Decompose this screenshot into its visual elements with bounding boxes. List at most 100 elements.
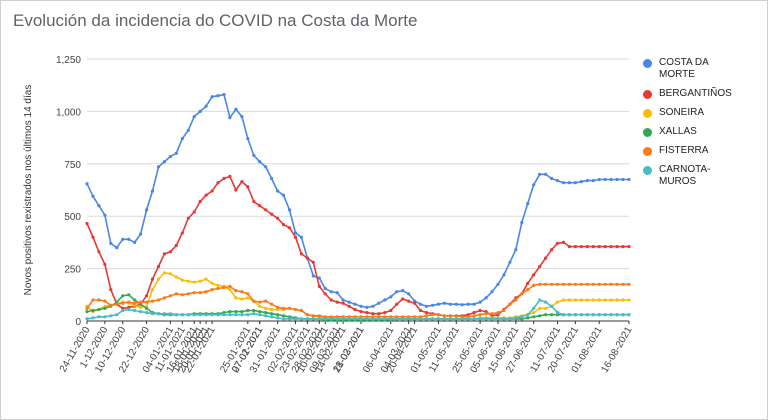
data-point	[216, 286, 220, 291]
data-point	[127, 293, 131, 297]
data-point	[234, 310, 238, 314]
data-point	[186, 279, 190, 283]
data-point	[186, 313, 190, 317]
data-point	[532, 273, 536, 277]
data-point	[335, 317, 339, 321]
data-point	[615, 245, 619, 249]
data-point	[264, 165, 268, 169]
data-point	[234, 289, 238, 293]
data-point	[597, 298, 601, 302]
data-point	[365, 317, 369, 321]
data-point	[210, 95, 214, 99]
data-point	[258, 313, 262, 317]
data-point	[270, 307, 274, 312]
data-point	[591, 282, 595, 286]
data-point	[85, 306, 89, 310]
data-point	[621, 177, 625, 182]
data-point	[561, 298, 566, 302]
data-point	[407, 292, 411, 296]
data-point	[204, 104, 208, 108]
data-point	[162, 252, 166, 256]
data-point	[436, 313, 440, 317]
data-point	[555, 300, 560, 304]
data-point	[365, 305, 369, 309]
data-point	[210, 281, 214, 285]
data-point	[103, 262, 107, 266]
data-point	[550, 248, 554, 252]
data-point	[526, 288, 530, 292]
series-line	[86, 175, 629, 317]
data-point	[544, 172, 548, 176]
data-point	[532, 311, 536, 315]
series-carnota-muros	[85, 298, 631, 321]
data-point	[287, 317, 292, 321]
data-point	[258, 304, 262, 308]
data-point	[270, 312, 274, 316]
data-point	[442, 317, 446, 321]
data-point	[573, 181, 578, 185]
data-point	[156, 312, 161, 316]
data-point	[240, 297, 244, 301]
data-point	[85, 317, 89, 321]
legend-marker-icon	[643, 90, 652, 99]
legend-marker-icon	[643, 166, 652, 175]
data-point	[109, 303, 113, 307]
data-point	[347, 304, 351, 308]
data-point	[287, 226, 292, 230]
data-point	[454, 314, 458, 318]
data-point	[276, 216, 280, 220]
data-point	[555, 282, 560, 286]
data-point	[424, 304, 429, 308]
data-point	[133, 240, 137, 244]
legend-label: XALLAS	[659, 126, 697, 137]
data-point	[258, 204, 262, 208]
data-point	[156, 165, 161, 169]
data-point	[335, 291, 339, 295]
data-point	[228, 288, 232, 292]
data-point	[246, 292, 250, 296]
data-point	[216, 283, 220, 287]
data-point	[514, 298, 518, 302]
data-point	[502, 308, 506, 313]
data-point	[133, 298, 137, 302]
data-point	[305, 317, 309, 321]
data-point	[603, 313, 607, 317]
series-fisterra	[85, 282, 631, 319]
data-point	[180, 137, 184, 141]
data-point	[520, 292, 524, 296]
data-point	[317, 317, 321, 321]
data-point	[162, 160, 166, 164]
data-point	[430, 303, 435, 307]
data-point	[210, 189, 214, 193]
data-point	[323, 317, 327, 321]
data-point	[228, 116, 232, 120]
data-point	[472, 314, 476, 318]
legend-label: CARNOTA-MUROS	[659, 164, 711, 187]
data-point	[246, 137, 250, 141]
data-point	[442, 314, 446, 318]
legend: COSTA DA MORTE BERGANTIÑOS SONEIRA XALLAS FI…	[643, 57, 763, 195]
data-point	[538, 264, 542, 269]
data-point	[329, 298, 333, 302]
series-line	[86, 283, 629, 318]
data-point	[418, 302, 423, 306]
data-point	[168, 250, 172, 254]
data-point	[561, 282, 566, 286]
data-point	[526, 316, 530, 320]
data-point	[186, 128, 190, 132]
legend-label: SONEIRA	[659, 107, 705, 118]
data-point	[97, 315, 101, 319]
data-point	[603, 177, 607, 182]
data-point	[538, 282, 542, 286]
data-point	[603, 298, 607, 302]
y-tick-label: 1,250	[56, 55, 81, 66]
data-point	[293, 317, 298, 321]
data-point	[156, 298, 161, 302]
y-axis-ticks: 0 250 500 750 1,000 1,250	[56, 55, 81, 328]
data-point	[436, 302, 440, 306]
data-point	[478, 317, 482, 321]
data-point	[281, 314, 286, 318]
legend-item: CARNOTA-MUROS	[643, 164, 763, 188]
data-point	[204, 313, 208, 317]
data-point	[377, 301, 381, 305]
